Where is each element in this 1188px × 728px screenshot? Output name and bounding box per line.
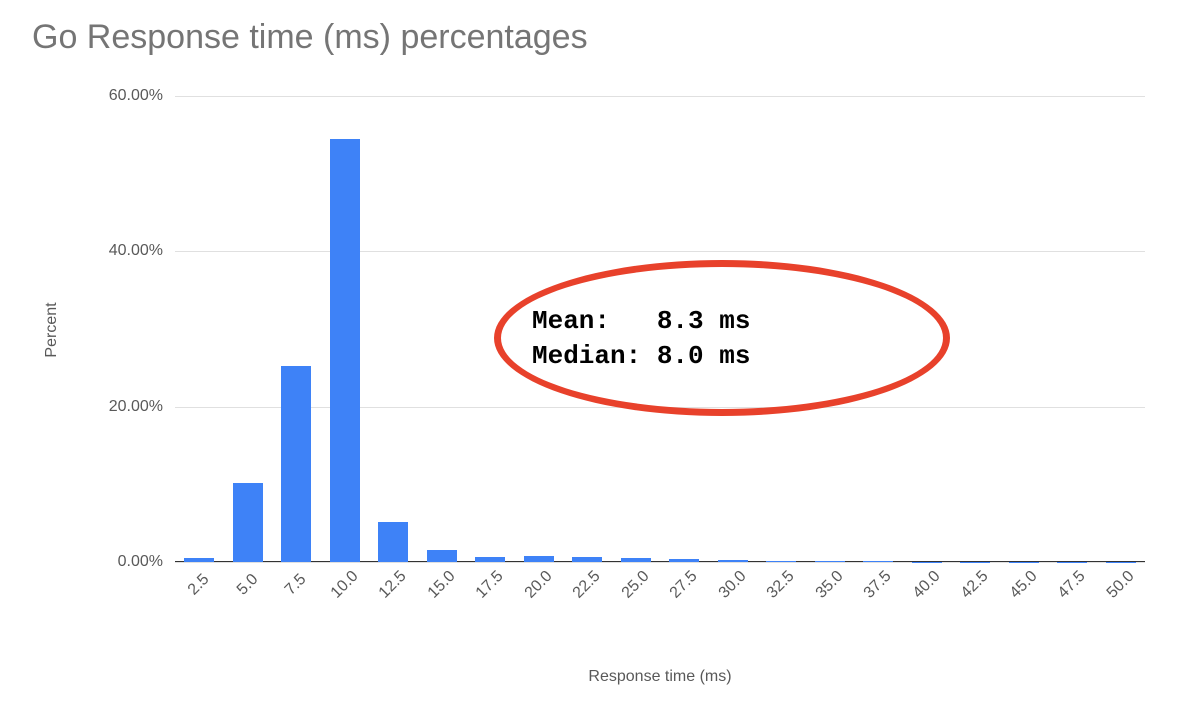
annotation-text: Mean: 8.3 ms Median: 8.0 ms: [532, 304, 750, 374]
stats-annotation: Mean: 8.3 ms Median: 8.0 ms: [0, 0, 1188, 728]
